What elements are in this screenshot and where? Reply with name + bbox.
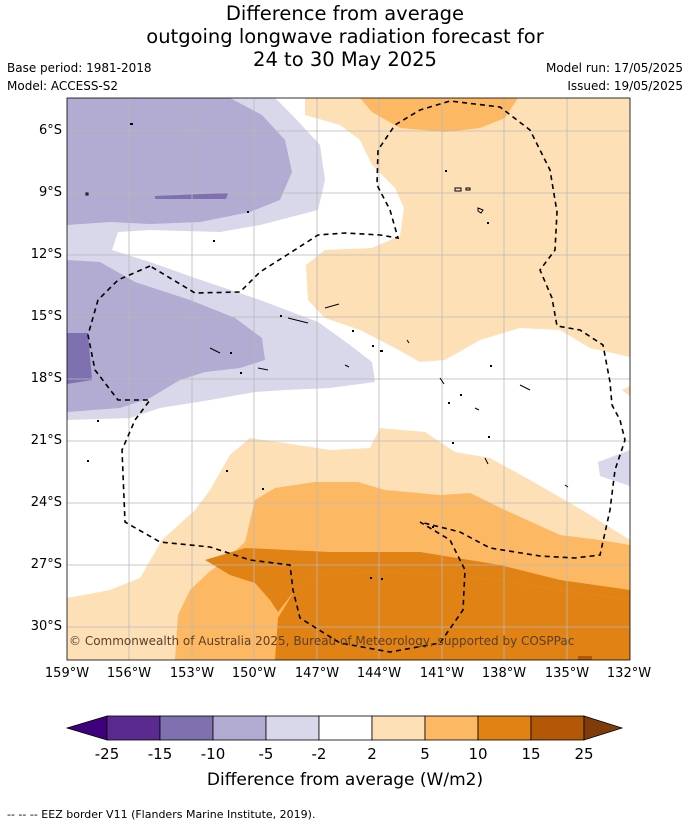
x-tick-144w: 144°W <box>356 666 402 681</box>
map-frame <box>66 97 631 661</box>
region-brown-patch <box>578 656 592 660</box>
model-run: Model run: 17/05/2025 <box>545 61 683 75</box>
colorbar-extend-low <box>65 715 108 741</box>
colorbar-label-5: 5 <box>420 745 430 763</box>
colorbar-bin-7 <box>424 715 479 741</box>
y-tick-27s: 27°S <box>30 557 62 572</box>
colorbar-label-minus2: -2 <box>311 745 327 763</box>
colorbar-label-minus5: -5 <box>258 745 274 763</box>
map-title: Difference from average outgoing longwav… <box>0 2 690 71</box>
region-dark-purple-west <box>67 333 92 384</box>
base-period: Base period: 1981-2018 <box>7 61 152 75</box>
y-tick-21s: 21°S <box>30 433 62 448</box>
colorbar-label-15: 15 <box>521 745 541 763</box>
region-purple-west <box>67 260 265 412</box>
y-tick-6s: 6°S <box>38 123 62 138</box>
colorbar-bin-6 <box>371 715 426 741</box>
colorbar-bin-3 <box>212 715 267 741</box>
colorbar-label-minus15: -15 <box>147 745 173 763</box>
title-line-2: outgoing longwave radiation forecast for <box>146 25 544 48</box>
y-tick-24s: 24°S <box>30 495 62 510</box>
region-light-purple-east <box>598 450 630 486</box>
x-tick-141w: 141°W <box>419 666 465 681</box>
x-tick-159w: 159°W <box>44 666 90 681</box>
colorbar-label-2: 2 <box>367 745 377 763</box>
colorbar-bin-8 <box>477 715 532 741</box>
eez-borders <box>87 100 626 653</box>
colorbar-label-minus10: -10 <box>200 745 226 763</box>
island-dots <box>87 123 492 580</box>
eez-border-cook-islands <box>87 100 626 653</box>
x-tick-156w: 156°W <box>106 666 152 681</box>
y-tick-12s: 12°S <box>30 247 62 262</box>
title-line-3: 24 to 30 May 2025 <box>253 48 437 71</box>
colorbar-bin-1 <box>106 715 161 741</box>
x-tick-132w: 132°W <box>606 666 652 681</box>
colorbar-bin-2 <box>159 715 214 741</box>
issued-date: Issued: 19/05/2025 <box>567 79 683 93</box>
colorbar-title: Difference from average (W/m2) <box>206 770 484 790</box>
colorbar <box>65 715 624 741</box>
meta-right: Model run: 17/05/2025 Issued: 19/05/2025 <box>546 59 683 95</box>
colorbar-bin-9 <box>530 715 585 741</box>
islands <box>85 187 569 488</box>
eez-legend-footer: -- -- -- EEZ border V11 (Flanders Marine… <box>7 808 316 821</box>
x-tick-153w: 153°W <box>169 666 215 681</box>
colorbar-label-25: 25 <box>574 745 594 763</box>
title-line-1: Difference from average <box>225 2 465 25</box>
copyright-notice: © Commonwealth of Australia 2025, Bureau… <box>69 634 575 648</box>
colorbar-label-minus25: -25 <box>94 745 120 763</box>
x-tick-135w: 135°W <box>544 666 590 681</box>
region-light-orange-east <box>622 386 630 396</box>
region-dark-purple-strip <box>155 193 228 199</box>
y-tick-30s: 30°S <box>30 619 62 634</box>
x-tick-138w: 138°W <box>481 666 527 681</box>
region-orange-south <box>360 98 518 132</box>
region-purple-north <box>67 98 292 225</box>
y-tick-9s: 9°S <box>38 185 62 200</box>
graticule <box>67 98 630 660</box>
y-tick-15s: 15°S <box>30 309 62 324</box>
x-tick-147w: 147°W <box>294 666 340 681</box>
colorbar-extend-high <box>583 715 624 741</box>
colorbar-bin-5 <box>318 715 373 741</box>
region-light-orange-north <box>305 98 630 362</box>
meta-left: Base period: 1981-2018 Model: ACCESS-S2 <box>7 59 152 95</box>
model-name: Model: ACCESS-S2 <box>7 79 119 93</box>
region-dark-orange-2 <box>205 548 630 612</box>
region-dark-orange <box>275 572 630 660</box>
x-tick-150w: 150°W <box>231 666 277 681</box>
colorbar-bin-4 <box>265 715 320 741</box>
colorbar-label-10: 10 <box>468 745 488 763</box>
y-tick-18s: 18°S <box>30 371 62 386</box>
